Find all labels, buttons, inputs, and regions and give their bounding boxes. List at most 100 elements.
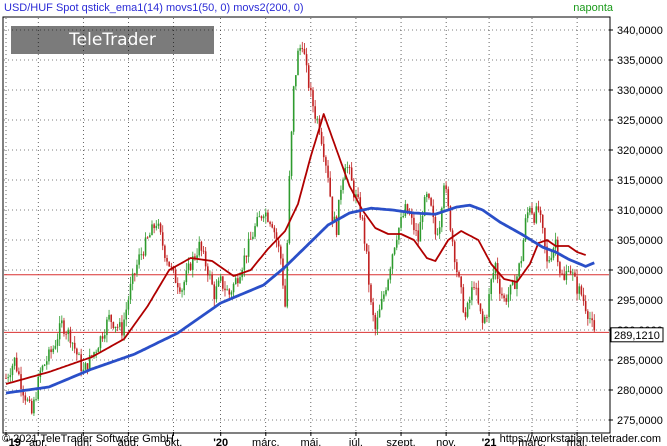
candle-body bbox=[151, 224, 153, 236]
workstation-link[interactable]: https://workstation.teletrader.com bbox=[499, 433, 661, 445]
candle-body bbox=[290, 131, 293, 176]
candle-body bbox=[460, 276, 462, 288]
candle-body bbox=[292, 86, 295, 132]
candle-body bbox=[200, 241, 203, 251]
candle-body bbox=[559, 262, 561, 274]
candle-body bbox=[226, 289, 228, 291]
candle-body bbox=[286, 243, 289, 307]
candle-body bbox=[146, 237, 149, 239]
candle-body bbox=[63, 320, 65, 334]
candle-body bbox=[436, 233, 439, 235]
candle-body bbox=[262, 216, 265, 219]
candle-body bbox=[26, 399, 29, 401]
candle-body bbox=[488, 293, 490, 318]
candle-body bbox=[438, 227, 441, 234]
candle-body bbox=[71, 342, 74, 344]
candle-body bbox=[239, 277, 241, 284]
candle-body bbox=[320, 131, 323, 144]
candle-body bbox=[357, 194, 359, 198]
candle-body bbox=[35, 399, 37, 400]
candle-body bbox=[363, 217, 366, 244]
candle-body bbox=[419, 222, 422, 242]
candle-body bbox=[468, 299, 471, 303]
candle-body bbox=[378, 309, 381, 318]
ma50-line bbox=[5, 113, 586, 385]
candle-body bbox=[333, 216, 336, 222]
y-tick-label: 320,0000 bbox=[617, 145, 663, 157]
candle-body bbox=[264, 212, 267, 217]
candle-body bbox=[524, 218, 527, 241]
candle-body bbox=[28, 399, 31, 402]
last-price-box: 289,1210 bbox=[610, 327, 664, 343]
candle-body bbox=[189, 263, 192, 270]
candle-body bbox=[61, 320, 63, 324]
candle-body bbox=[505, 298, 508, 302]
candle-body bbox=[138, 254, 140, 265]
candle-body bbox=[219, 276, 222, 281]
candle-body bbox=[301, 48, 304, 49]
candle-body bbox=[580, 286, 583, 295]
candle-body bbox=[458, 272, 460, 277]
candle-body bbox=[97, 348, 100, 352]
moving-averages bbox=[5, 113, 595, 395]
candle-body bbox=[385, 290, 387, 295]
candle-body bbox=[471, 287, 473, 300]
candle-body bbox=[222, 276, 224, 289]
candle-body bbox=[86, 363, 89, 371]
y-tick-label: 310,0000 bbox=[617, 205, 663, 217]
candle-body bbox=[33, 399, 35, 414]
candle-body bbox=[353, 180, 355, 198]
instrument-header: USD/HUF Spot qstick_ema1(14) movs1(50, 0… bbox=[4, 2, 304, 14]
candle-body bbox=[479, 303, 482, 312]
x-tick-label: márc. bbox=[252, 437, 280, 446]
candle-body bbox=[346, 167, 349, 168]
candle-body bbox=[52, 348, 55, 353]
candle-body bbox=[322, 143, 325, 158]
candle-body bbox=[84, 363, 87, 370]
candle-body bbox=[569, 270, 572, 274]
candle-body bbox=[202, 250, 205, 252]
candle-body bbox=[155, 225, 158, 229]
candle-body bbox=[183, 282, 185, 291]
candle-body bbox=[232, 284, 235, 293]
candle-body bbox=[335, 216, 338, 235]
candle-body bbox=[552, 248, 555, 258]
candle-body bbox=[550, 257, 553, 261]
candle-body bbox=[327, 165, 329, 178]
x-tick-label: ápr. bbox=[29, 437, 47, 446]
candle-body bbox=[91, 355, 93, 357]
candle-body bbox=[187, 263, 190, 271]
candle-body bbox=[537, 206, 540, 211]
ma200-line bbox=[5, 203, 595, 395]
candle-body bbox=[18, 371, 20, 375]
candle-body bbox=[181, 290, 183, 292]
y-tick-label: 305,0000 bbox=[617, 235, 663, 247]
candle-body bbox=[483, 316, 486, 323]
candle-body bbox=[376, 317, 379, 330]
interval-label[interactable]: naponta bbox=[573, 2, 613, 14]
x-axis: '19 ápr. jún. aug. okt. '20 márc. máj. júl. szept… bbox=[5, 432, 587, 446]
candle-body bbox=[153, 224, 155, 229]
candle-body bbox=[159, 223, 162, 233]
candle-body bbox=[22, 388, 24, 396]
candle-body bbox=[520, 261, 523, 264]
candle-body bbox=[587, 311, 589, 319]
candle-body bbox=[423, 197, 426, 216]
candle-body bbox=[445, 185, 447, 190]
candle-body bbox=[157, 223, 160, 226]
candle-body bbox=[432, 205, 435, 218]
candle-body bbox=[441, 208, 443, 228]
candle-body bbox=[9, 375, 12, 378]
x-tick-label: '21 bbox=[482, 437, 497, 446]
candle-body bbox=[498, 278, 501, 294]
candle-body bbox=[20, 374, 22, 389]
candle-body bbox=[303, 48, 306, 55]
candle-body bbox=[82, 369, 85, 371]
candle-body bbox=[400, 217, 402, 228]
candle-body bbox=[116, 326, 119, 328]
candle-body bbox=[24, 395, 27, 401]
candle-body bbox=[533, 213, 535, 223]
candle-body bbox=[234, 278, 237, 285]
candle-body bbox=[434, 217, 437, 235]
